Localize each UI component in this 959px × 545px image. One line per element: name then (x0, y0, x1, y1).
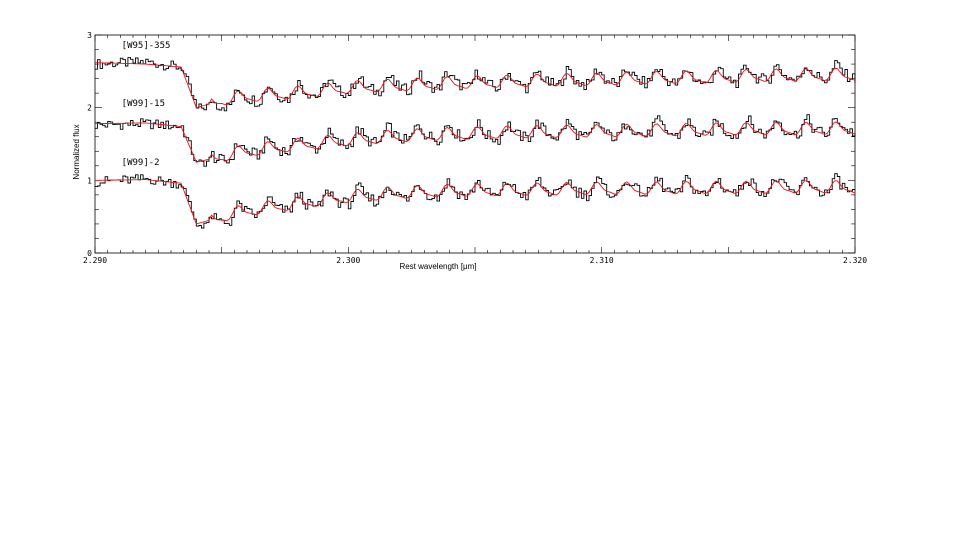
y-tick-label: 2 (87, 104, 92, 113)
y-tick-label: 3 (87, 31, 92, 40)
series-label: [W99]-2 (122, 158, 160, 168)
series-label: [W99]-15 (122, 99, 165, 109)
model-spectrum-line (95, 179, 856, 225)
y-axis-title: Normalized flux (72, 124, 81, 179)
x-tick-label: 2.320 (843, 256, 867, 265)
series-layer (94, 57, 856, 229)
y-tick-label: 1 (87, 176, 92, 185)
x-tick-label: 2.290 (83, 256, 107, 265)
observed-spectrum-line (95, 57, 856, 112)
x-tick-labels: 2.290 2.300 2.310 2.320 (83, 256, 867, 265)
y-tick-label: 0 (87, 249, 92, 258)
model-spectrum-line (94, 121, 856, 163)
observed-spectrum-line (95, 114, 856, 167)
x-tick-label: 2.300 (336, 256, 360, 265)
series-labels: [W95]-355 [W99]-15 [W99]-2 (122, 41, 171, 168)
axis-ticks (94, 34, 856, 254)
series-label: [W95]-355 (122, 41, 171, 51)
x-axis-title: Rest wavelength [μm] (399, 262, 476, 271)
x-tick-label: 2.310 (590, 256, 614, 265)
model-spectrum-line (94, 62, 856, 109)
y-tick-labels: 0 1 2 3 (87, 31, 92, 258)
